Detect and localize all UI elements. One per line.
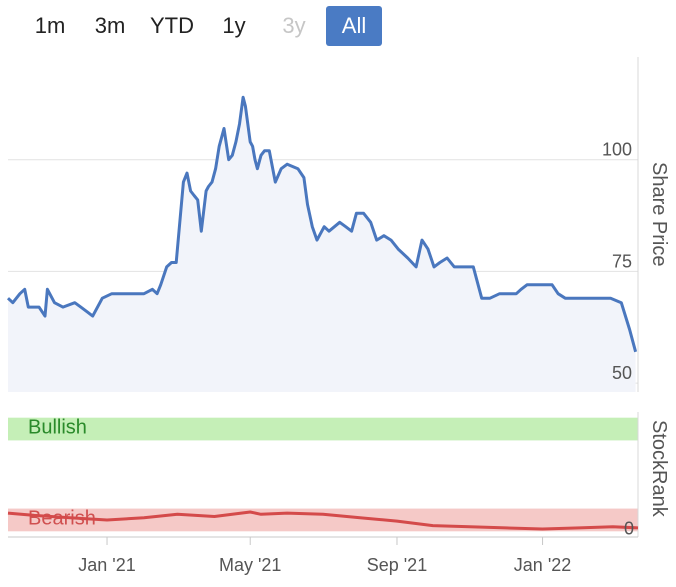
band-label-bullish: Bullish bbox=[28, 416, 87, 438]
range-button-1y[interactable]: 1y bbox=[206, 6, 262, 46]
range-button-ytd[interactable]: YTD bbox=[142, 6, 202, 46]
price-tick-label: 50 bbox=[612, 363, 632, 383]
price-area bbox=[8, 97, 636, 392]
range-button-3m[interactable]: 3m bbox=[82, 6, 138, 46]
range-button-3y: 3y bbox=[266, 6, 322, 46]
x-tick-label: Jan '22 bbox=[514, 555, 571, 575]
range-selector: 1m 3m YTD 1y 3y All bbox=[22, 6, 386, 48]
x-tick-label: Jan '21 bbox=[78, 555, 135, 575]
band-bullish bbox=[8, 417, 638, 441]
range-button-1m[interactable]: 1m bbox=[22, 6, 78, 46]
stockrank-line bbox=[7, 510, 639, 531]
price-line bbox=[6, 95, 638, 353]
x-tick-label: May '21 bbox=[219, 555, 281, 575]
range-button-all[interactable]: All bbox=[326, 6, 382, 46]
price-axis-label: Share Price bbox=[648, 162, 670, 267]
price-tick-label: 75 bbox=[612, 251, 632, 271]
rank-tick-label: 0 bbox=[624, 518, 634, 538]
price-tick-label: 100 bbox=[602, 140, 632, 160]
rank-axis-label: StockRank bbox=[648, 420, 670, 518]
x-tick-label: Sep '21 bbox=[367, 555, 428, 575]
